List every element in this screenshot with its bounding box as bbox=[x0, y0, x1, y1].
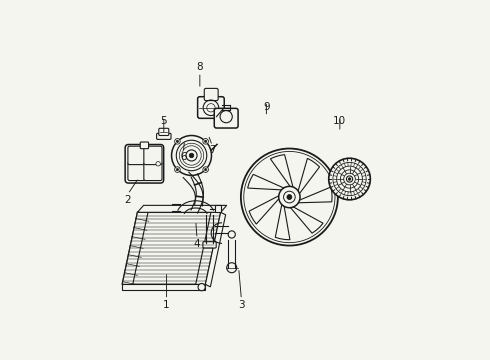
Text: 5: 5 bbox=[161, 116, 167, 126]
Polygon shape bbox=[298, 158, 319, 194]
Polygon shape bbox=[122, 212, 148, 284]
FancyBboxPatch shape bbox=[144, 146, 162, 165]
Polygon shape bbox=[122, 212, 220, 284]
Circle shape bbox=[227, 263, 237, 273]
Circle shape bbox=[203, 167, 208, 172]
FancyBboxPatch shape bbox=[140, 142, 148, 149]
Circle shape bbox=[329, 158, 370, 200]
Circle shape bbox=[174, 167, 180, 172]
Text: 6: 6 bbox=[180, 152, 187, 162]
FancyBboxPatch shape bbox=[128, 162, 146, 181]
Text: 1: 1 bbox=[163, 300, 170, 310]
Polygon shape bbox=[275, 203, 290, 240]
Circle shape bbox=[279, 186, 300, 208]
FancyBboxPatch shape bbox=[128, 146, 146, 165]
FancyBboxPatch shape bbox=[204, 89, 218, 100]
Text: 7: 7 bbox=[209, 145, 216, 155]
FancyBboxPatch shape bbox=[203, 242, 216, 248]
Text: 8: 8 bbox=[196, 62, 203, 72]
Text: 9: 9 bbox=[263, 102, 270, 112]
Circle shape bbox=[284, 191, 295, 203]
Circle shape bbox=[186, 150, 197, 161]
Circle shape bbox=[287, 195, 292, 199]
Circle shape bbox=[176, 140, 207, 171]
Polygon shape bbox=[138, 205, 227, 212]
Circle shape bbox=[189, 153, 194, 158]
Circle shape bbox=[172, 135, 212, 175]
FancyBboxPatch shape bbox=[125, 144, 164, 183]
Polygon shape bbox=[196, 212, 220, 284]
Circle shape bbox=[176, 168, 178, 171]
Circle shape bbox=[348, 178, 351, 180]
FancyBboxPatch shape bbox=[197, 97, 224, 118]
Polygon shape bbox=[205, 212, 225, 287]
Text: 4: 4 bbox=[194, 239, 200, 249]
FancyBboxPatch shape bbox=[215, 205, 221, 212]
Circle shape bbox=[204, 140, 207, 143]
Polygon shape bbox=[247, 174, 285, 190]
FancyBboxPatch shape bbox=[159, 128, 169, 135]
Circle shape bbox=[176, 140, 178, 143]
Circle shape bbox=[346, 176, 353, 182]
Polygon shape bbox=[290, 206, 323, 233]
Polygon shape bbox=[270, 155, 293, 188]
FancyBboxPatch shape bbox=[214, 108, 238, 128]
Circle shape bbox=[204, 168, 207, 171]
Circle shape bbox=[198, 284, 205, 291]
Polygon shape bbox=[249, 195, 280, 224]
Text: 2: 2 bbox=[124, 195, 131, 205]
FancyBboxPatch shape bbox=[157, 133, 171, 139]
Circle shape bbox=[156, 162, 160, 166]
Text: 3: 3 bbox=[238, 300, 245, 310]
Text: 10: 10 bbox=[333, 116, 346, 126]
FancyBboxPatch shape bbox=[144, 162, 162, 181]
Polygon shape bbox=[297, 187, 332, 203]
Circle shape bbox=[174, 139, 180, 144]
Circle shape bbox=[228, 231, 235, 238]
Circle shape bbox=[203, 139, 208, 144]
Polygon shape bbox=[122, 284, 205, 291]
